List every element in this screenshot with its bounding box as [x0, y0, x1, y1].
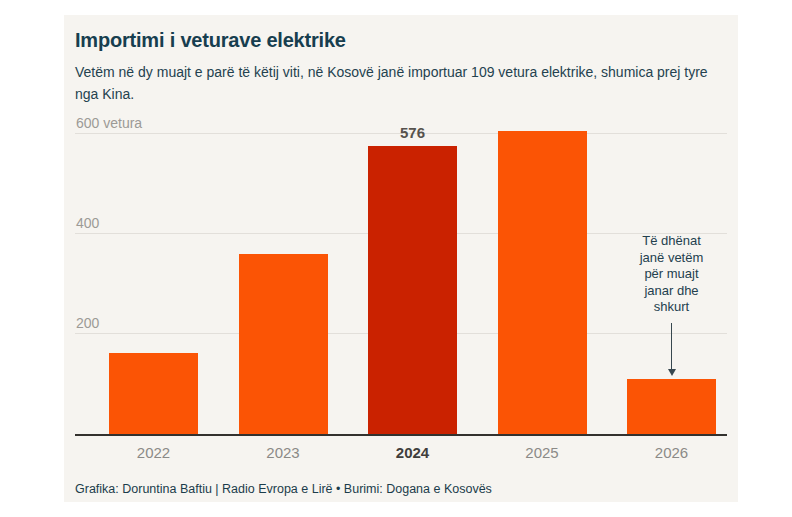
bar-2023 — [239, 254, 328, 434]
x-label-2024: 2024 — [368, 444, 457, 461]
bar-2026 — [627, 379, 716, 434]
x-label-2025: 2025 — [498, 444, 587, 461]
chart-title: Importimi i veturave elektrike — [75, 29, 727, 52]
x-label-2022: 2022 — [109, 444, 198, 461]
bar-2022 — [109, 353, 198, 434]
bar-value-label-576: 576 — [400, 124, 425, 141]
chart-subtitle: Vetëm në dy muajt e parë të këtij viti, … — [75, 61, 730, 105]
x-label-2026: 2026 — [627, 444, 716, 461]
x-label-2023: 2023 — [239, 444, 328, 461]
annotation-2026: Të dhënat janë vetëm për muajt janar dhe… — [630, 233, 714, 376]
chart-credit: Grafika: Doruntina Baftiu | Radio Evropa… — [75, 482, 727, 496]
x-axis-labels: 2022 2023 2024 2025 2026 — [75, 444, 727, 461]
chart-card: Importimi i veturave elektrike Vetëm në … — [64, 15, 738, 502]
bar-2025 — [498, 131, 587, 434]
down-arrow-icon — [630, 323, 714, 376]
bar-2024 — [368, 146, 457, 434]
bar-chart: 200 400 600 vetura 576 Të dhënat janë ve… — [75, 126, 727, 461]
plot-area: 200 400 600 vetura 576 Të dhënat janë ve… — [75, 126, 727, 436]
annotation-text: Të dhënat janë vetëm për muajt janar dhe… — [630, 233, 714, 316]
